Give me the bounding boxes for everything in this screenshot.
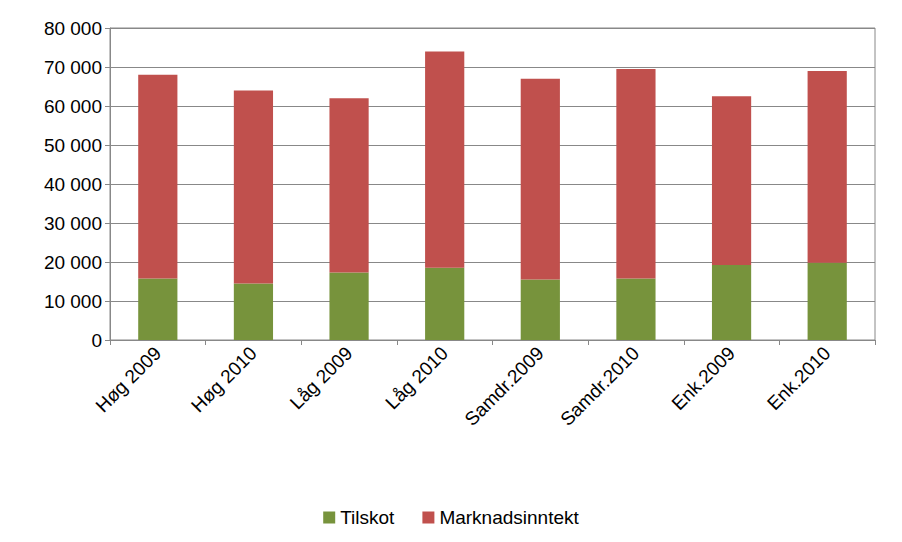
- svg-text:0: 0: [91, 330, 102, 351]
- svg-text:30 000: 30 000: [44, 213, 102, 234]
- svg-text:80 000: 80 000: [44, 18, 102, 39]
- svg-text:10 000: 10 000: [44, 291, 102, 312]
- svg-text:Samdr.2010: Samdr.2010: [556, 343, 643, 430]
- svg-text:70 000: 70 000: [44, 57, 102, 78]
- svg-text:60 000: 60 000: [44, 96, 102, 117]
- svg-text:Samdr.2009: Samdr.2009: [460, 343, 547, 430]
- svg-text:Høg 2009: Høg 2009: [91, 343, 165, 417]
- svg-text:Tilskot: Tilskot: [340, 507, 395, 528]
- svg-text:Enk.2010: Enk.2010: [763, 343, 835, 415]
- svg-text:40 000: 40 000: [44, 174, 102, 195]
- svg-text:50 000: 50 000: [44, 135, 102, 156]
- svg-text:Høg 2010: Høg 2010: [187, 343, 261, 417]
- svg-text:Låg 2009: Låg 2009: [286, 343, 357, 414]
- svg-text:Enk.2009: Enk.2009: [667, 343, 739, 415]
- svg-text:20 000: 20 000: [44, 252, 102, 273]
- svg-text:Marknadsinntekt: Marknadsinntekt: [439, 507, 579, 528]
- svg-text:Låg 2010: Låg 2010: [381, 343, 452, 414]
